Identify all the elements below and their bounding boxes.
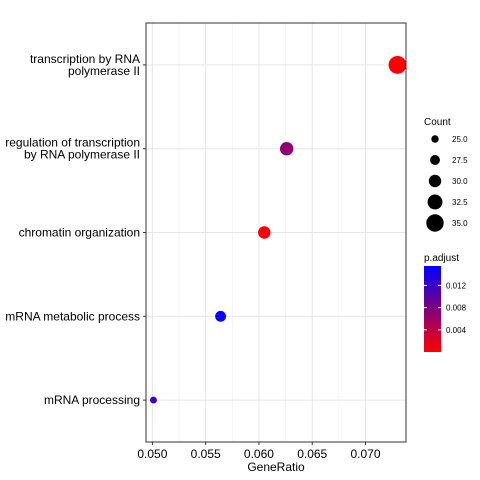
count-legend-label: 30.0 [452,177,468,186]
p-adjust-legend-label: 0.012 [446,281,467,290]
count-legend-title: Count [424,117,451,128]
data-point [279,142,294,156]
y-tick-label: mRNA processing [44,393,140,407]
x-tick-label: 0.055 [191,447,221,461]
count-legend-key [430,155,440,165]
data-point [215,310,227,322]
y-tick-label: regulation of transcription [5,136,140,150]
plot-panel [145,22,407,443]
data-point [388,55,407,74]
y-tick-label: mRNA metabolic process [5,309,140,323]
data-point [258,226,271,239]
p-adjust-legend-title: p.adjust [424,253,459,264]
data-point [150,396,157,404]
x-tick-label: 0.060 [244,447,274,461]
count-legend-key [428,174,442,188]
p-adjust-legend: p.adjust 0.004 0.008 0.012 [424,253,467,352]
p-adjust-legend-label: 0.008 [446,304,467,313]
count-legend-key [426,214,444,232]
y-tick-label: by RNA polymerase II [24,148,140,162]
x-tick-label: 0.065 [297,447,327,461]
p-adjust-colorbar [424,266,441,352]
x-axis-title: GeneRatio [247,460,305,474]
count-legend-key [427,194,443,210]
y-tick-label: transcription by RNA [30,52,140,66]
p-adjust-legend-label: 0.004 [446,326,467,335]
x-tick-label: 0.070 [350,447,380,461]
count-legend-label: 35.0 [452,219,468,228]
x-tick-label: 0.050 [137,447,167,461]
y-tick-label: chromatin organization [19,226,140,240]
count-legend-label: 32.5 [452,198,468,207]
count-legend: Count 25.0 27.5 30.0 32.5 35.0 [424,117,468,232]
count-legend-label: 27.5 [452,156,468,165]
y-tick-label: polymerase II [68,64,140,78]
count-legend-label: 25.0 [452,135,468,144]
x-axis: 0.050 0.055 0.060 0.065 0.070 [137,442,381,461]
count-legend-key [431,135,439,143]
